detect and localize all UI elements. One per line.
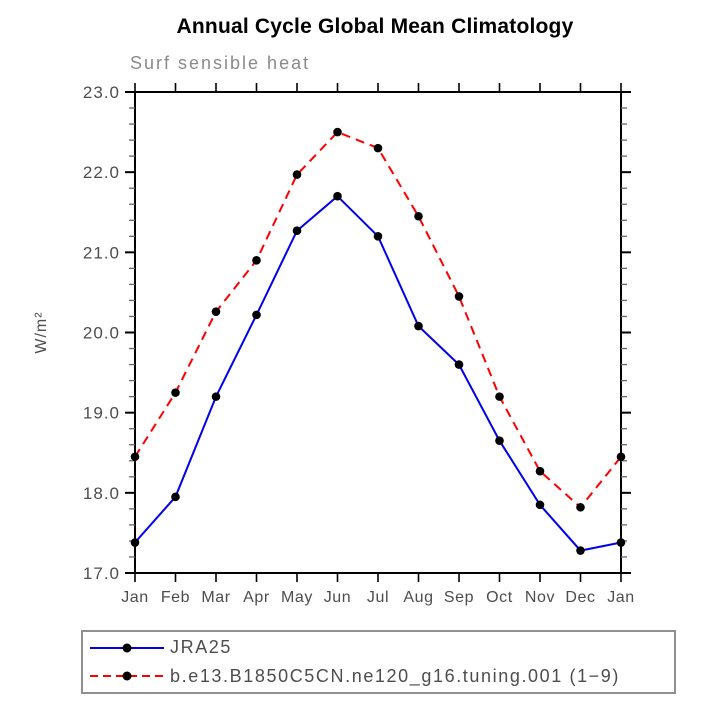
legend-line-dashed-icon bbox=[90, 671, 164, 681]
data-point bbox=[414, 321, 423, 331]
legend-box: JRA25 b.e13.B1850C5CN.ne120_g16.tuning.0… bbox=[81, 630, 676, 694]
data-point bbox=[211, 392, 221, 401]
data-point bbox=[535, 500, 545, 510]
data-point bbox=[616, 538, 626, 547]
legend-label-model: b.e13.B1850C5CN.ne120_g16.tuning.001 (1−… bbox=[170, 665, 620, 686]
data-point bbox=[130, 452, 140, 462]
data-point bbox=[211, 307, 221, 316]
series-line-1 bbox=[134, 130, 622, 509]
x-tick-label: Jun bbox=[324, 589, 352, 606]
y-tick-label: 17.0 bbox=[83, 564, 120, 583]
legend-label-jra25: JRA25 bbox=[170, 637, 233, 658]
x-tick-label: Feb bbox=[161, 589, 190, 606]
data-point bbox=[333, 127, 342, 137]
x-tick-label: Oct bbox=[486, 589, 513, 606]
data-point bbox=[495, 436, 504, 446]
x-tick-label: Dec bbox=[565, 589, 595, 606]
legend-item-model: b.e13.B1850C5CN.ne120_g16.tuning.001 (1−… bbox=[83, 663, 674, 689]
data-point bbox=[454, 292, 464, 301]
legend-line-solid-icon bbox=[90, 643, 164, 653]
data-point bbox=[171, 492, 180, 502]
y-tick-label: 21.0 bbox=[83, 243, 120, 262]
y-axis-label: W/m² bbox=[33, 311, 50, 353]
y-tick-label: 20.0 bbox=[83, 324, 120, 343]
y-tick-label: 18.0 bbox=[83, 484, 120, 503]
x-tick-label: Jul bbox=[367, 589, 389, 606]
series-line-0 bbox=[134, 194, 622, 552]
x-tick-label: Jan bbox=[121, 589, 149, 606]
x-tick-label: Mar bbox=[201, 589, 230, 606]
data-point bbox=[414, 211, 423, 221]
y-tick-label: 19.0 bbox=[83, 404, 120, 423]
data-point bbox=[535, 466, 545, 476]
x-tick-label: May bbox=[281, 589, 313, 606]
data-point bbox=[576, 546, 585, 555]
data-point bbox=[616, 452, 626, 462]
data-point bbox=[252, 256, 261, 265]
data-point bbox=[373, 232, 383, 241]
axis-frame bbox=[134, 91, 622, 574]
data-point bbox=[252, 310, 261, 320]
x-tick-label: Aug bbox=[403, 589, 433, 606]
y-tick-label: 22.0 bbox=[83, 163, 120, 182]
chart-subtitle: Surf sensible heat bbox=[130, 53, 311, 73]
x-tick-label: Jan bbox=[607, 589, 635, 606]
data-point bbox=[495, 392, 504, 401]
x-tick-label: Nov bbox=[525, 589, 555, 606]
plot-area: 17.0 18.0 19.0 20.0 21.0 22.0 23.0 Jan Feb Mar Apr… bbox=[33, 83, 635, 606]
x-tick-label: Sep bbox=[444, 589, 474, 606]
data-point bbox=[130, 538, 140, 547]
y-tick-label: 23.0 bbox=[83, 83, 120, 102]
x-tick-label: Apr bbox=[243, 589, 270, 606]
data-point bbox=[292, 170, 302, 179]
data-point bbox=[171, 388, 180, 397]
data-point bbox=[576, 502, 585, 512]
data-point bbox=[333, 191, 342, 201]
chart-title: Annual Cycle Global Mean Climatology bbox=[176, 15, 574, 38]
data-point bbox=[292, 226, 302, 235]
data-point bbox=[373, 143, 383, 153]
legend-item-jra25: JRA25 bbox=[83, 635, 674, 661]
data-point bbox=[454, 360, 464, 369]
